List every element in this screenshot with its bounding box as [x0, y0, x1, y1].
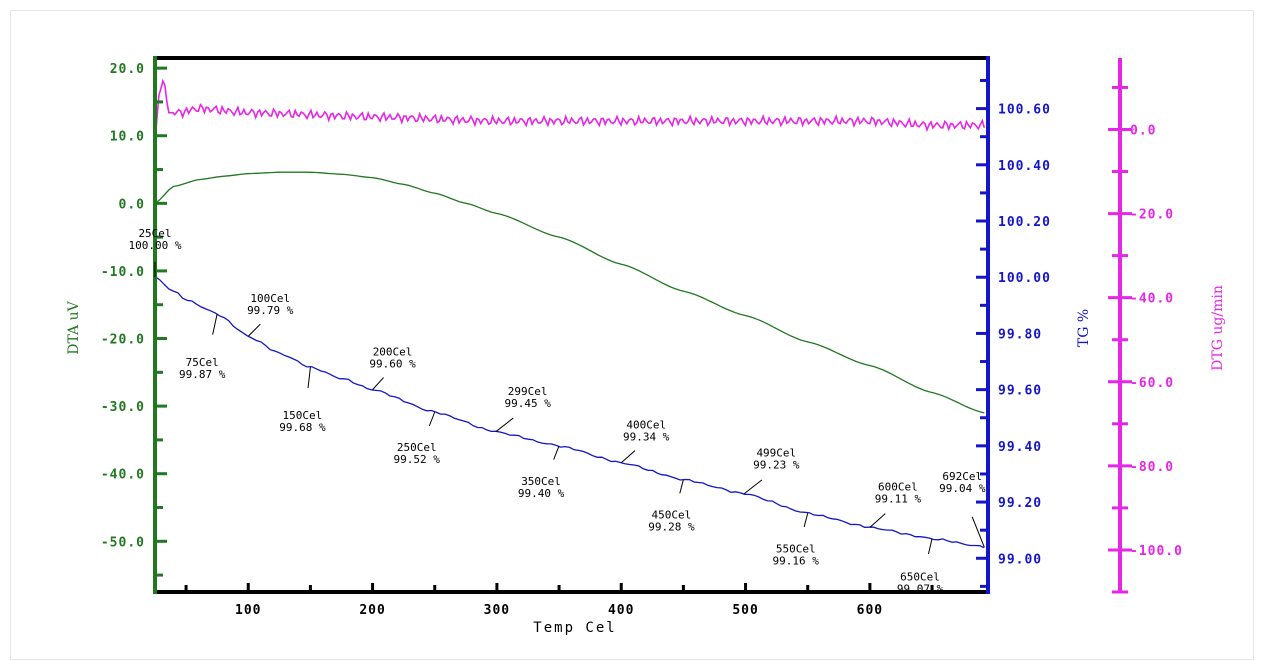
- dta-tick-label: -30.0: [101, 400, 145, 415]
- annotation-temp: 550Cel: [776, 542, 816, 555]
- annotation-leader: [372, 377, 384, 390]
- annotation-value: 99.11 %: [875, 492, 922, 505]
- dtg-tick-label: 0.0: [1130, 123, 1156, 138]
- tg-series-line: [154, 276, 985, 549]
- annotation-value: 99.87 %: [179, 368, 226, 381]
- annotation-value: 99.34 %: [623, 431, 670, 444]
- annotation-value: 99.16 %: [773, 554, 820, 567]
- tg-tick-label: 99.40: [998, 440, 1042, 455]
- annotation-value: 100.00 %: [129, 239, 182, 252]
- annotation-temp: 100Cel: [250, 292, 290, 305]
- tg-tick-label: 99.20: [998, 496, 1042, 511]
- dta-tick-label: 0.0: [119, 197, 145, 212]
- annotation-leader: [679, 479, 684, 494]
- annotation-temp: 75Cel: [186, 356, 219, 369]
- annotation-leader: [307, 367, 311, 389]
- annotation-value: 99.79 %: [247, 304, 294, 317]
- annotation-value: 99.28 %: [648, 521, 695, 534]
- dta-tick-label: -40.0: [101, 468, 145, 483]
- annotation-temp: 250Cel: [397, 441, 437, 454]
- dtg-tick-label: -100.0: [1130, 544, 1183, 559]
- annotation-temp: 350Cel: [521, 475, 561, 488]
- annotation-temp: 400Cel: [626, 419, 666, 432]
- series-layer: [154, 78, 986, 549]
- annotation-temp: 692Cel: [942, 470, 982, 483]
- dta-axis-label: DTA uV: [66, 300, 82, 354]
- x-axis-label: Temp Cel: [533, 620, 616, 636]
- tg-tick-label: 99.80: [998, 327, 1042, 342]
- annotation-leader: [247, 323, 261, 337]
- annotation-leader: [428, 411, 436, 427]
- x-tick-label: 500: [732, 603, 758, 618]
- annotation-leader: [212, 313, 218, 335]
- annotation-leader: [495, 417, 514, 433]
- annotation-value: 99.23 %: [753, 459, 800, 472]
- annotation-value: 99.40 %: [518, 487, 565, 500]
- x-tick-label: 300: [484, 603, 510, 618]
- annotation-value: 99.52 %: [394, 453, 441, 466]
- x-tick-label: 100: [235, 603, 261, 618]
- x-tick-label: 200: [359, 603, 385, 618]
- dtg-series-line: [154, 78, 986, 143]
- annotation-temp: 600Cel: [878, 480, 918, 493]
- tg-axis-label: TG %: [1076, 309, 1092, 347]
- annotation-value: 99.45 %: [504, 397, 551, 410]
- dtg-tick-label: -40.0: [1130, 292, 1174, 307]
- annotation-temp: 25Cel: [138, 227, 171, 240]
- annotation-leader: [620, 450, 636, 464]
- tg-tick-label: 100.00: [998, 271, 1051, 286]
- annotation-value: 99.60 %: [369, 358, 416, 371]
- tg-tick-label: 100.60: [998, 103, 1051, 118]
- dta-tick-label: 10.0: [110, 130, 145, 145]
- dta-tick-label: 20.0: [110, 62, 145, 77]
- tg-tick-label: 100.20: [998, 215, 1051, 230]
- dtg-axis-label: DTG ug/min: [1210, 285, 1226, 371]
- annotation-leader: [803, 513, 809, 528]
- annotation-temp: 150Cel: [283, 409, 323, 422]
- annotation-leader: [744, 479, 763, 495]
- annotation-temp: 450Cel: [652, 509, 692, 522]
- annotation-temp: 499Cel: [756, 447, 796, 460]
- dtg-tick-label: -60.0: [1130, 376, 1174, 391]
- dtg-tick-label: -80.0: [1130, 460, 1174, 475]
- dta-series-line: [154, 171, 985, 414]
- chart-frame: [10, 10, 1254, 660]
- dta-tick-label: -10.0: [101, 265, 145, 280]
- annotation-leader: [869, 513, 886, 528]
- tg-tick-label: 99.00: [998, 552, 1042, 567]
- tg-tick-label: 99.60: [998, 384, 1042, 399]
- tg-tick-label: 100.40: [998, 159, 1051, 174]
- dta-tick-label: -50.0: [101, 535, 145, 550]
- annotation-temp: 299Cel: [508, 385, 548, 398]
- x-tick-label: 400: [608, 603, 634, 618]
- dta-tick-label: -20.0: [101, 333, 145, 348]
- annotation-value: 99.07 %: [897, 583, 944, 596]
- annotation-leader: [553, 445, 560, 460]
- annotation-leader: [971, 516, 985, 548]
- dtg-tick-label: -20.0: [1130, 208, 1174, 223]
- x-tick-label: 600: [857, 603, 883, 618]
- annotation-temp: 650Cel: [900, 571, 940, 584]
- annotation-value: 99.04 %: [939, 482, 986, 495]
- annotation-leader: [927, 538, 933, 555]
- axes-layer: 100 200 300 400 500 600 20.0 10.0 0.0 -10.0 -20.0 -…: [101, 56, 1183, 618]
- annotation-value: 99.68 %: [279, 421, 326, 434]
- annotation-temp: 200Cel: [373, 346, 413, 359]
